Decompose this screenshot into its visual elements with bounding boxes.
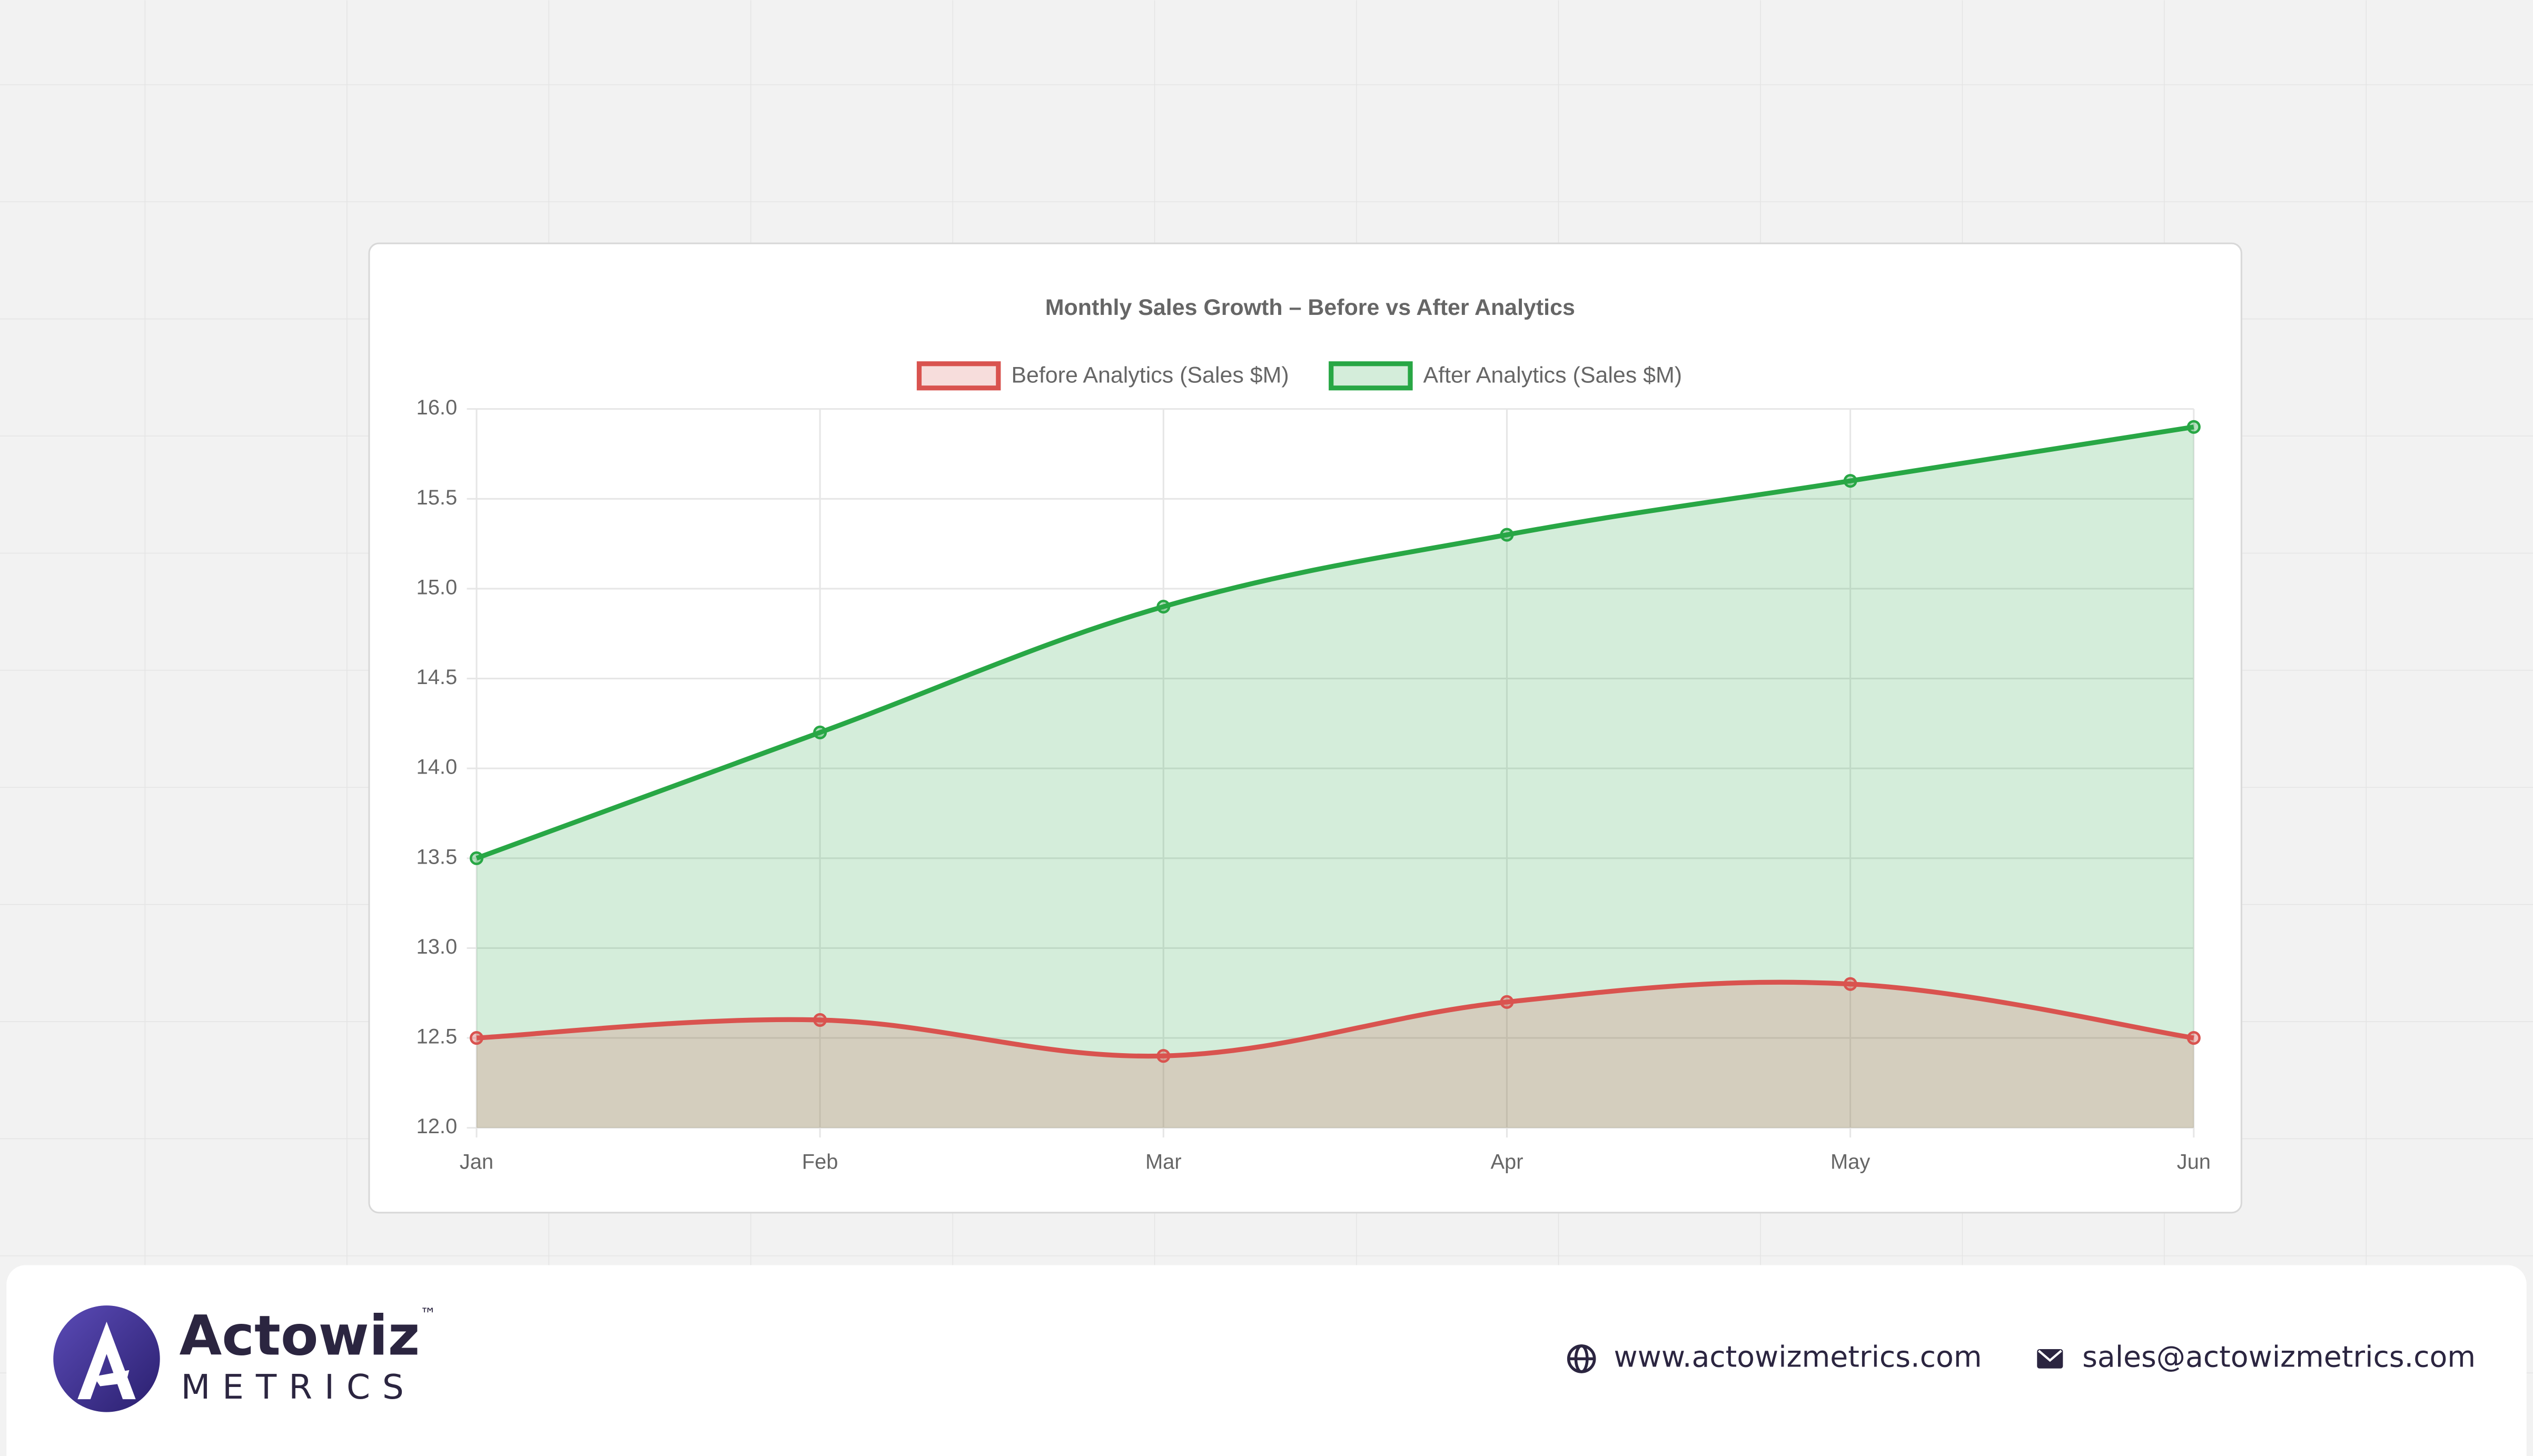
data-point (2186, 1031, 2201, 1045)
x-tick-label: Mar (1145, 1151, 1182, 1174)
y-tick-label: 16.0 (417, 396, 458, 419)
series-line (476, 979, 2194, 1059)
y-tick-label: 14.5 (417, 666, 458, 689)
data-point (1500, 995, 1514, 1009)
logo-circle (53, 1305, 160, 1412)
data-point (1843, 474, 1857, 488)
email[interactable]: sales@actowizmetrics.com (2082, 1341, 2476, 1374)
data-point (2186, 420, 2201, 434)
y-tick-label: 13.0 (417, 935, 458, 958)
logo (53, 1305, 160, 1412)
series-area (476, 982, 2194, 1128)
x-tick-label: Jun (2177, 1151, 2211, 1174)
y-tick-label: 14.0 (417, 756, 458, 779)
x-tick-label: Feb (802, 1151, 838, 1174)
chart-title: Monthly Sales Growth – Before vs After A… (1045, 295, 1575, 320)
y-tick-label: 15.5 (417, 486, 458, 509)
y-tick-label: 12.5 (417, 1025, 458, 1048)
data-point (469, 851, 483, 865)
data-point (1843, 977, 1857, 991)
brand-name: Actowiz (180, 1303, 420, 1368)
x-tick-label: Jan (460, 1151, 493, 1174)
legend-label: After Analytics (Sales $M) (1423, 363, 1683, 388)
data-point (1500, 528, 1514, 542)
data-point (1156, 600, 1171, 614)
logo-glyph-bar (93, 1370, 130, 1386)
legend-swatch (916, 361, 1001, 391)
data-point (813, 1013, 827, 1027)
data-point (1156, 1049, 1171, 1063)
footer-bar (6, 1265, 2527, 1456)
y-tick-label: 12.0 (417, 1115, 458, 1138)
brand-subtitle: METRICS (181, 1368, 416, 1407)
chart: Monthly Sales Growth – Before vs After A… (417, 295, 2211, 1174)
grid (467, 408, 2195, 1138)
website[interactable]: www.actowizmetrics.com (1614, 1341, 1982, 1374)
series-line (476, 424, 2194, 861)
globe-icon (1567, 1344, 1596, 1373)
x-tick-label: May (1831, 1151, 1870, 1174)
legend-label: Before Analytics (Sales $M) (1011, 363, 1289, 388)
x-tick-label: Apr (1490, 1151, 1523, 1174)
y-tick-label: 13.5 (417, 845, 458, 868)
data-point (469, 1031, 483, 1045)
brand-trademark: ™ (420, 1305, 437, 1324)
data-point (813, 725, 827, 739)
mail-icon (2037, 1349, 2063, 1369)
legend-swatch (1329, 361, 1413, 391)
chart-card (368, 242, 2242, 1214)
series-area (476, 427, 2194, 1128)
y-tick-label: 15.0 (417, 576, 458, 599)
